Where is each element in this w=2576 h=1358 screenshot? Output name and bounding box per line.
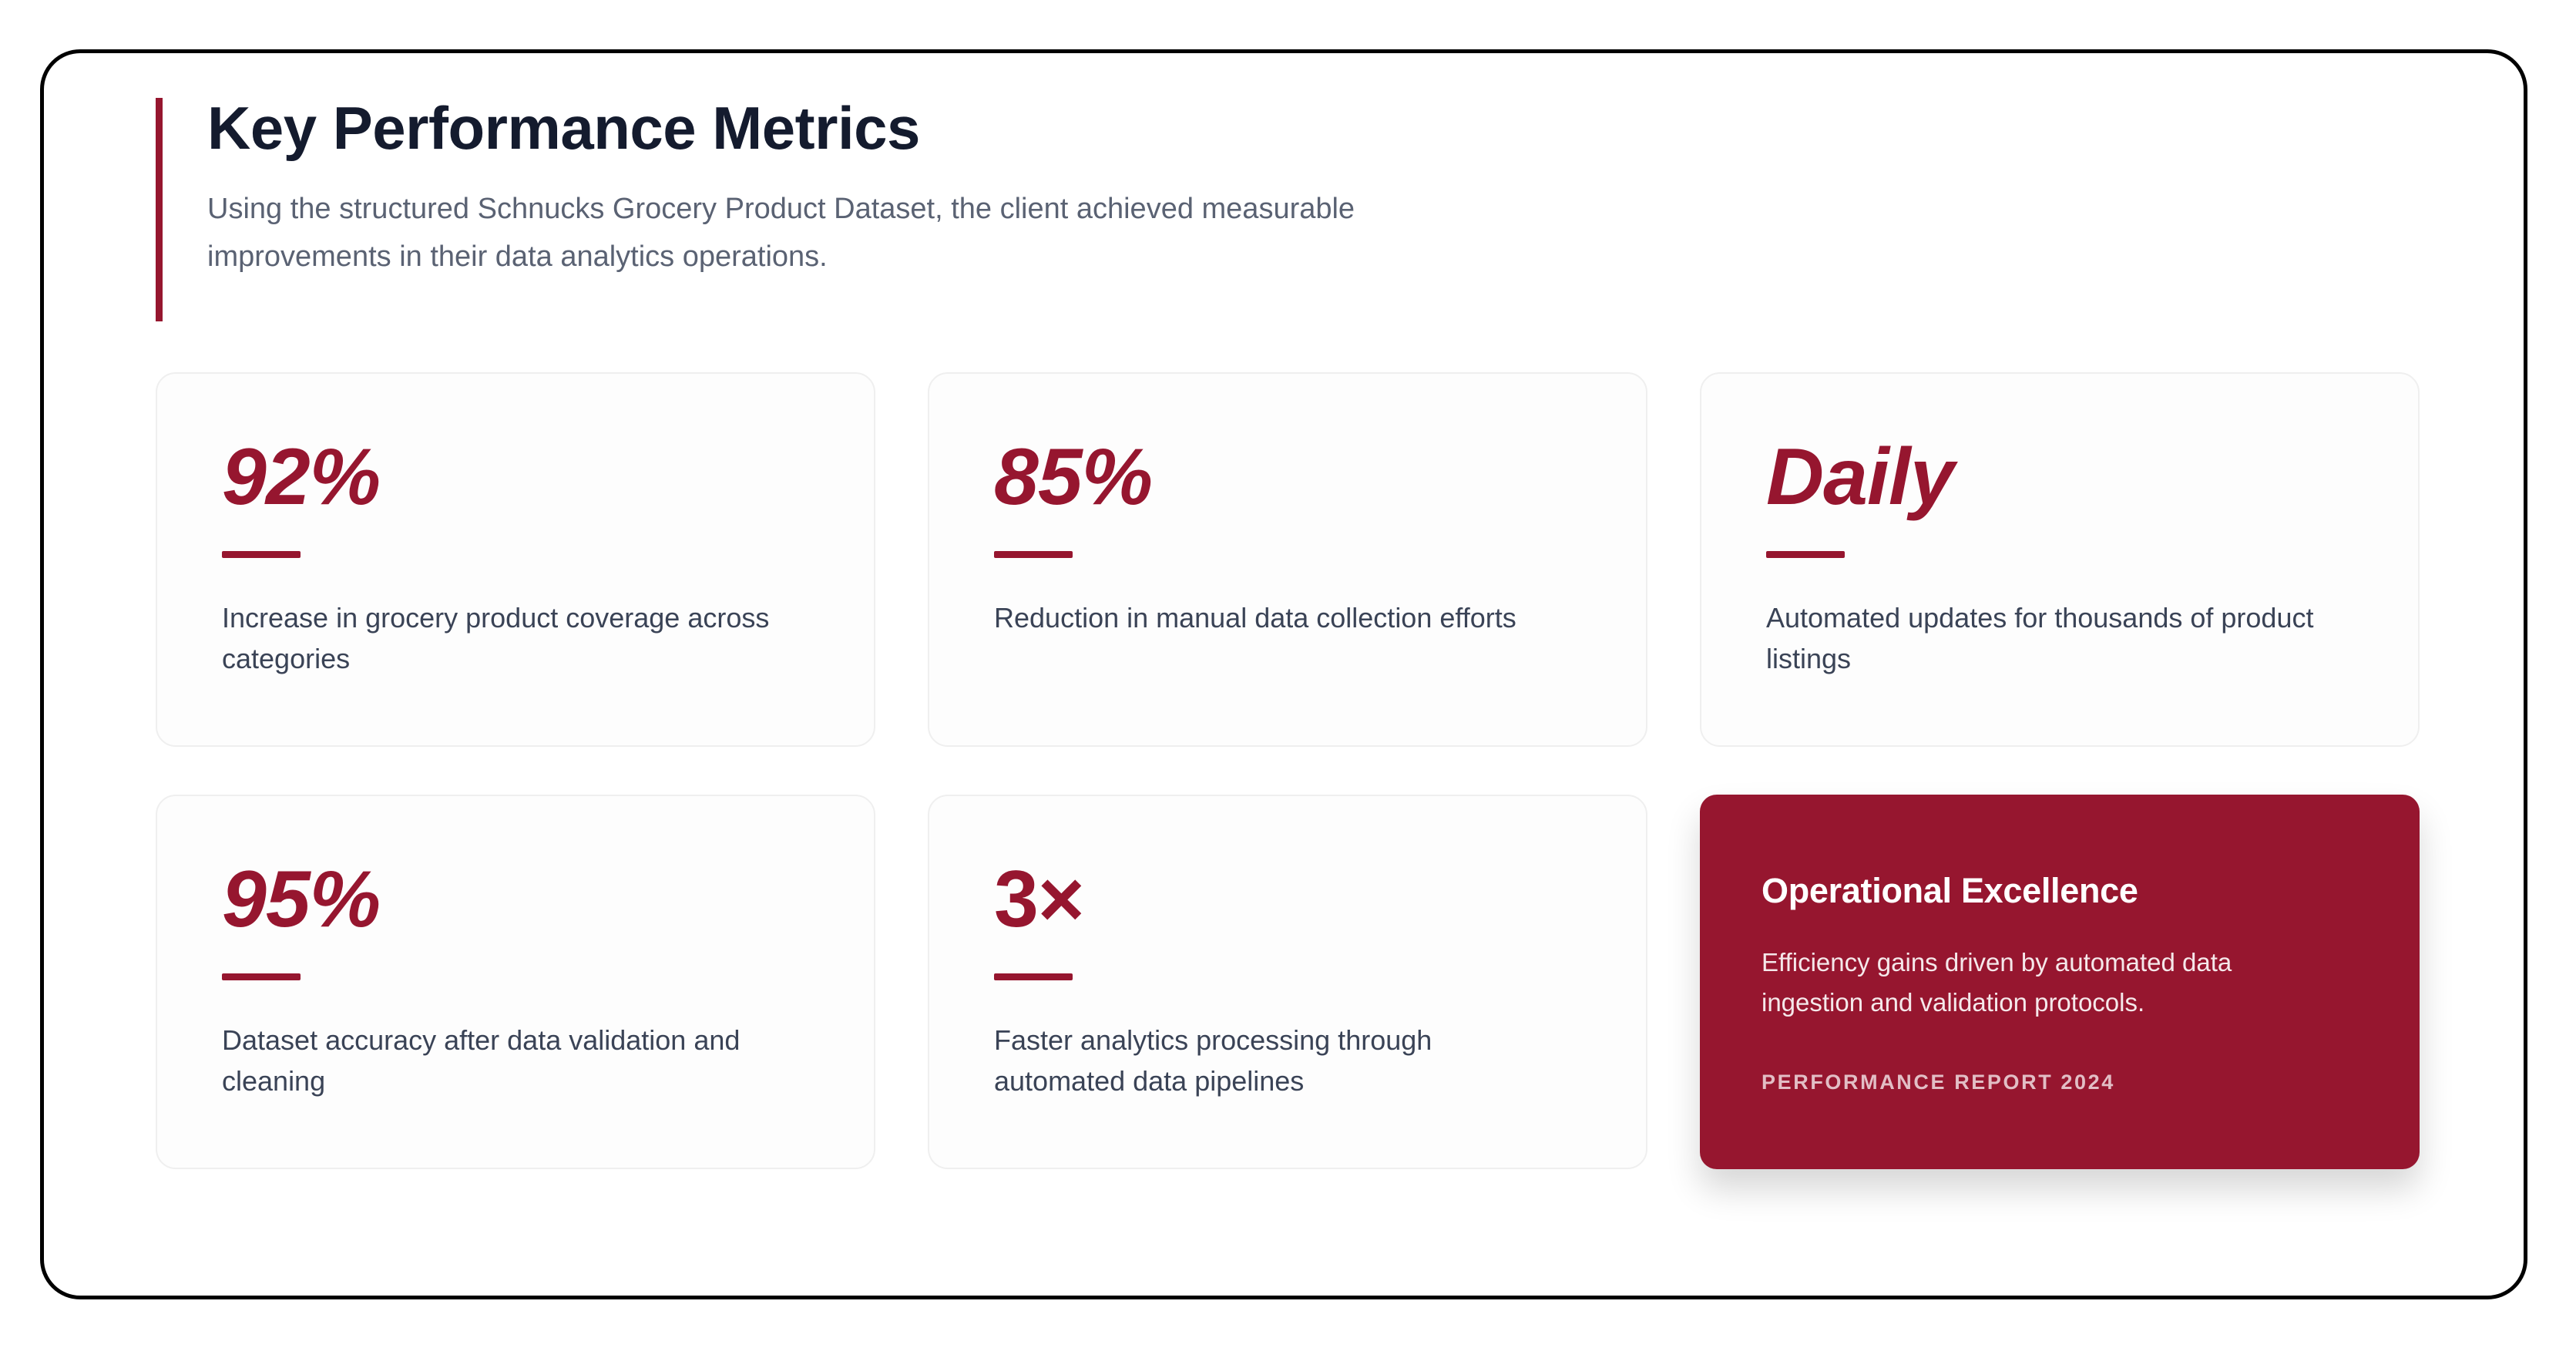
metric-value: 3× [994,855,1085,944]
metric-label: Dataset accuracy after data validation a… [222,1024,741,1097]
page-subtitle: Using the structured Schnucks Grocery Pr… [207,193,1355,273]
metric-card-3: Daily Automated updates for thousands of… [1700,372,2420,747]
highlight-tag: PERFORMANCE REPORT 2024 [1762,1070,2115,1094]
metric-divider [222,973,301,980]
panel-inner: Key Performance Metrics Using the struct… [44,53,2524,1296]
metric-label: Faster analytics processing through auto… [994,1024,1432,1097]
metrics-panel: Key Performance Metrics Using the struct… [40,49,2527,1299]
metrics-grid: 92% Increase in grocery product coverage… [156,372,2420,1169]
metric-label: Reduction in manual data collection effo… [994,602,1516,634]
metric-card-2: 85% Reduction in manual data collection … [928,372,1647,747]
metric-card-1: 92% Increase in grocery product coverage… [156,372,875,747]
page-title: Key Performance Metrics [207,94,920,162]
metric-value: 92% [222,432,381,522]
metric-card-5: 3× Faster analytics processing through a… [928,795,1647,1169]
metric-divider [222,551,301,558]
metric-value: 95% [222,855,381,944]
metric-label: Increase in grocery product coverage acr… [222,602,770,674]
metric-label: Automated updates for thousands of produ… [1766,602,2314,674]
metric-value: Daily [1766,432,1955,522]
metric-value: 85% [994,432,1153,522]
highlight-title: Operational Excellence [1762,871,2138,910]
panel-header: Key Performance Metrics Using the struct… [156,98,1851,321]
metric-divider [994,551,1073,558]
highlight-card: Operational Excellence Efficiency gains … [1700,795,2420,1169]
metric-divider [994,973,1073,980]
metric-card-4: 95% Dataset accuracy after data validati… [156,795,875,1169]
metric-divider [1766,551,1845,558]
highlight-body: Efficiency gains driven by automated dat… [1762,947,2232,1017]
